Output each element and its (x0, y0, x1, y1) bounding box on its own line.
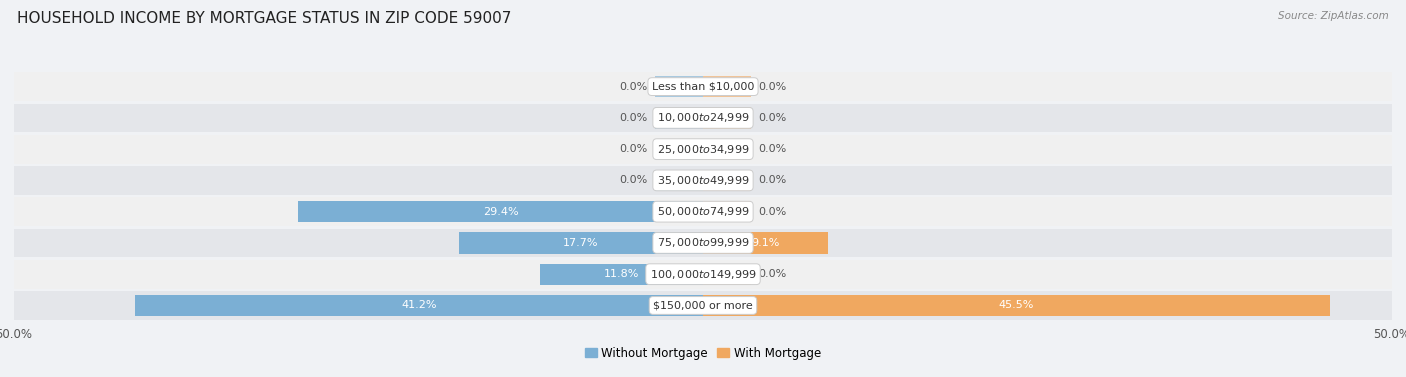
Bar (655, 138, 703, 160)
Text: 0.0%: 0.0% (620, 81, 648, 92)
Text: $10,000 to $24,999: $10,000 to $24,999 (657, 111, 749, 124)
Text: $100,000 to $149,999: $100,000 to $149,999 (650, 268, 756, 281)
Text: $35,000 to $49,999: $35,000 to $49,999 (657, 174, 749, 187)
Text: 0.0%: 0.0% (758, 144, 786, 154)
Legend: Without Mortgage, With Mortgage: Without Mortgage, With Mortgage (581, 342, 825, 365)
Bar (460, 232, 703, 254)
Bar (703, 170, 751, 191)
Text: 0.0%: 0.0% (758, 269, 786, 279)
Bar (14, 104, 1392, 132)
Text: 0.0%: 0.0% (620, 144, 648, 154)
Text: 9.1%: 9.1% (751, 238, 780, 248)
Text: HOUSEHOLD INCOME BY MORTGAGE STATUS IN ZIP CODE 59007: HOUSEHOLD INCOME BY MORTGAGE STATUS IN Z… (17, 11, 512, 26)
Text: $50,000 to $74,999: $50,000 to $74,999 (657, 205, 749, 218)
Text: 41.2%: 41.2% (401, 300, 437, 311)
Bar (703, 107, 751, 129)
Text: $25,000 to $34,999: $25,000 to $34,999 (657, 143, 749, 156)
Bar (703, 295, 1330, 316)
Text: 0.0%: 0.0% (620, 175, 648, 185)
Text: 17.7%: 17.7% (564, 238, 599, 248)
Text: $150,000 or more: $150,000 or more (654, 300, 752, 311)
Text: 0.0%: 0.0% (758, 113, 786, 123)
Bar (655, 76, 703, 97)
Bar (703, 76, 751, 97)
Bar (540, 264, 703, 285)
Bar (14, 291, 1392, 320)
Text: 29.4%: 29.4% (482, 207, 519, 217)
Bar (703, 201, 751, 222)
Text: Less than $10,000: Less than $10,000 (652, 81, 754, 92)
Text: 11.8%: 11.8% (605, 269, 640, 279)
Bar (135, 295, 703, 316)
Bar (298, 201, 703, 222)
Text: Source: ZipAtlas.com: Source: ZipAtlas.com (1278, 11, 1389, 21)
Text: $75,000 to $99,999: $75,000 to $99,999 (657, 236, 749, 250)
Text: 0.0%: 0.0% (758, 81, 786, 92)
Bar (703, 264, 751, 285)
Bar (14, 166, 1392, 195)
Text: 0.0%: 0.0% (758, 207, 786, 217)
Bar (655, 107, 703, 129)
Bar (655, 170, 703, 191)
Bar (703, 138, 751, 160)
Text: 0.0%: 0.0% (620, 113, 648, 123)
Bar (14, 135, 1392, 164)
Text: 45.5%: 45.5% (998, 300, 1035, 311)
Bar (14, 228, 1392, 257)
Bar (703, 232, 828, 254)
Bar (14, 260, 1392, 288)
Text: 0.0%: 0.0% (758, 175, 786, 185)
Bar (14, 197, 1392, 226)
Bar (14, 72, 1392, 101)
